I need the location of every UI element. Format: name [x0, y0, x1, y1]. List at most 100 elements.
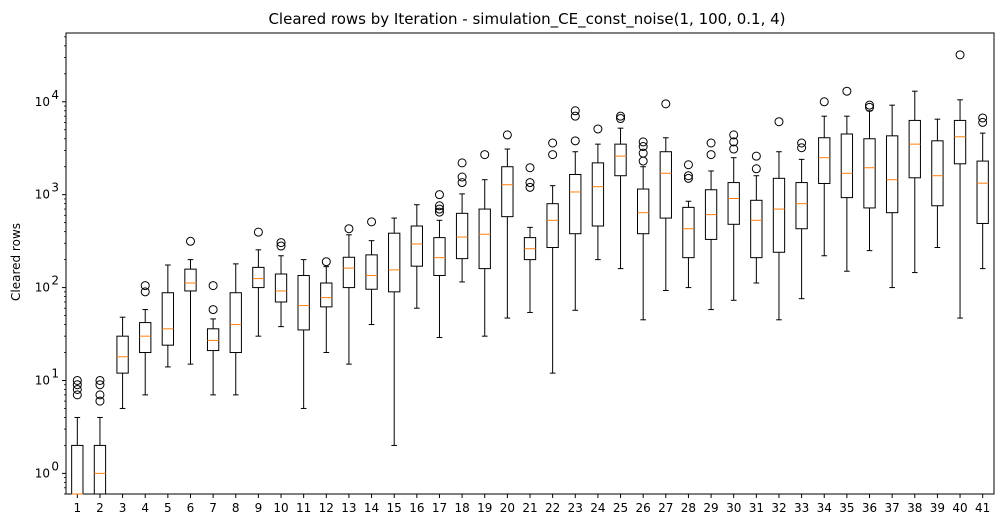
y-tick-label: 10	[35, 95, 50, 109]
box-20	[501, 130, 514, 319]
outlier-point	[729, 144, 739, 154]
outlier-point	[978, 113, 988, 123]
outlier-point	[208, 305, 218, 315]
box-10	[274, 238, 288, 328]
outlier-point	[797, 143, 807, 153]
box-9	[252, 227, 265, 337]
x-tick-label: 39	[930, 501, 945, 515]
outlier-point	[978, 117, 988, 127]
box-body	[410, 225, 423, 267]
box-41	[976, 113, 989, 270]
x-tick-label: 21	[522, 501, 537, 515]
box-body	[274, 273, 288, 303]
box-body	[161, 292, 175, 346]
box-11	[297, 259, 310, 409]
box-body	[252, 266, 265, 289]
x-tick-label: 30	[726, 501, 741, 515]
x-tick-label: 14	[364, 501, 379, 515]
outlier-point	[502, 130, 512, 140]
box-body	[365, 254, 378, 290]
outlier-point	[683, 171, 693, 181]
x-tick-label: 25	[613, 501, 628, 515]
box-31	[750, 151, 763, 284]
outlier-point	[729, 130, 739, 140]
box-14	[365, 217, 378, 326]
x-tick-label: 2	[96, 501, 104, 515]
box-body	[727, 182, 740, 225]
box-1	[71, 375, 84, 495]
x-tick-label: 12	[319, 501, 334, 515]
y-tick-exponent: 0	[51, 459, 59, 473]
x-tick-label: 40	[952, 501, 967, 515]
box-body	[433, 237, 446, 276]
box-body	[501, 166, 514, 218]
outlier-point	[434, 201, 444, 211]
x-tick-label: 13	[341, 501, 356, 515]
outlier-point	[570, 136, 580, 146]
x-tick-label: 26	[636, 501, 651, 515]
box-body	[795, 182, 808, 230]
outlier-point	[480, 150, 490, 160]
box-23	[569, 106, 582, 311]
y-tick-label: 10	[35, 373, 50, 387]
outlier-point	[72, 375, 82, 385]
box-24	[591, 124, 605, 261]
box-2	[93, 375, 107, 495]
box-15	[388, 217, 401, 446]
outlier-point	[72, 380, 82, 390]
outlier-point	[616, 111, 626, 121]
outlier-point	[683, 173, 693, 183]
box-body	[614, 143, 627, 177]
x-tick-label: 33	[794, 501, 809, 515]
outlier-point	[321, 257, 331, 267]
outlier-point	[865, 102, 875, 112]
outlier-point	[548, 150, 558, 160]
outlier-point	[72, 384, 82, 394]
box-30	[727, 130, 740, 301]
box-body	[840, 133, 854, 199]
box-16	[410, 204, 423, 309]
x-tick-label: 7	[209, 501, 217, 515]
box-body	[750, 199, 763, 259]
outlier-point	[706, 150, 716, 160]
box-body	[297, 274, 310, 331]
box-8	[229, 263, 242, 396]
outlier-point	[95, 375, 105, 385]
x-tick-label: 29	[703, 501, 718, 515]
x-tick-label: 31	[749, 501, 764, 515]
x-tick-label: 24	[590, 501, 605, 515]
box-series	[71, 50, 989, 495]
box-12	[320, 257, 333, 354]
box-4	[139, 281, 152, 396]
box-body	[818, 137, 831, 184]
y-axis-label: Cleared rows	[9, 223, 23, 301]
outlier-point	[706, 138, 716, 148]
outlier-point	[457, 172, 467, 182]
x-tick-label: 22	[545, 501, 560, 515]
outlier-point	[525, 178, 535, 188]
x-tick-label: 36	[862, 501, 877, 515]
outlier-point	[140, 281, 150, 291]
box-body	[659, 151, 672, 219]
box-body	[908, 119, 921, 179]
outlier-point	[638, 156, 648, 166]
box-body	[388, 232, 401, 293]
outlier-point	[593, 124, 603, 134]
outlier-point	[797, 138, 807, 148]
y-tick-label: 10	[35, 466, 50, 480]
box-body	[976, 160, 989, 224]
outlier-point	[638, 142, 648, 152]
x-tick-label: 16	[409, 501, 424, 515]
box-17	[433, 190, 446, 339]
y-tick-label: 10	[35, 188, 50, 202]
box-22	[546, 138, 559, 374]
outlier-point	[751, 151, 761, 161]
outlier-point	[570, 106, 580, 116]
box-body	[863, 138, 876, 209]
box-13	[342, 224, 356, 365]
x-tick-label: 4	[141, 501, 149, 515]
box-25	[614, 111, 627, 270]
x-tick-label: 15	[387, 501, 402, 515]
outlier-point	[95, 390, 105, 400]
box-40	[953, 50, 967, 319]
